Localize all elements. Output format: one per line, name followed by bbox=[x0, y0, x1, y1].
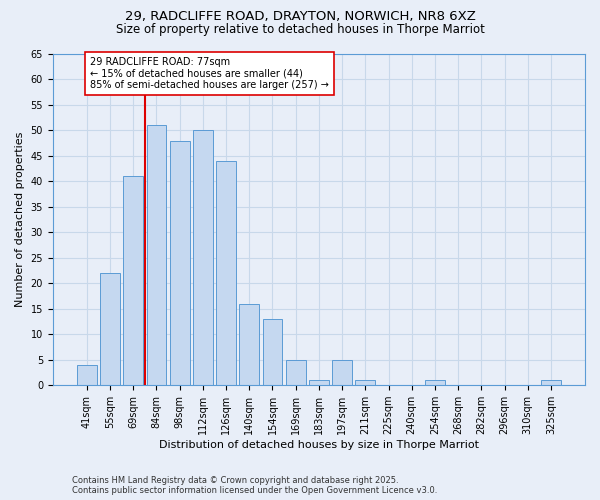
X-axis label: Distribution of detached houses by size in Thorpe Marriot: Distribution of detached houses by size … bbox=[159, 440, 479, 450]
Text: 29 RADCLIFFE ROAD: 77sqm
← 15% of detached houses are smaller (44)
85% of semi-d: 29 RADCLIFFE ROAD: 77sqm ← 15% of detach… bbox=[90, 56, 329, 90]
Bar bbox=[541, 380, 561, 385]
Bar bbox=[77, 365, 97, 385]
Bar bbox=[100, 273, 120, 385]
Text: Size of property relative to detached houses in Thorpe Marriot: Size of property relative to detached ho… bbox=[116, 22, 484, 36]
Bar bbox=[170, 140, 190, 385]
Bar bbox=[332, 360, 352, 385]
Bar bbox=[263, 319, 283, 385]
Bar bbox=[309, 380, 329, 385]
Bar bbox=[425, 380, 445, 385]
Text: Contains HM Land Registry data © Crown copyright and database right 2025.
Contai: Contains HM Land Registry data © Crown c… bbox=[72, 476, 437, 495]
Bar bbox=[146, 126, 166, 385]
Bar bbox=[355, 380, 375, 385]
Text: 29, RADCLIFFE ROAD, DRAYTON, NORWICH, NR8 6XZ: 29, RADCLIFFE ROAD, DRAYTON, NORWICH, NR… bbox=[125, 10, 475, 23]
Bar bbox=[124, 176, 143, 385]
Bar bbox=[286, 360, 305, 385]
Bar bbox=[239, 304, 259, 385]
Y-axis label: Number of detached properties: Number of detached properties bbox=[15, 132, 25, 308]
Bar bbox=[193, 130, 213, 385]
Bar bbox=[216, 161, 236, 385]
